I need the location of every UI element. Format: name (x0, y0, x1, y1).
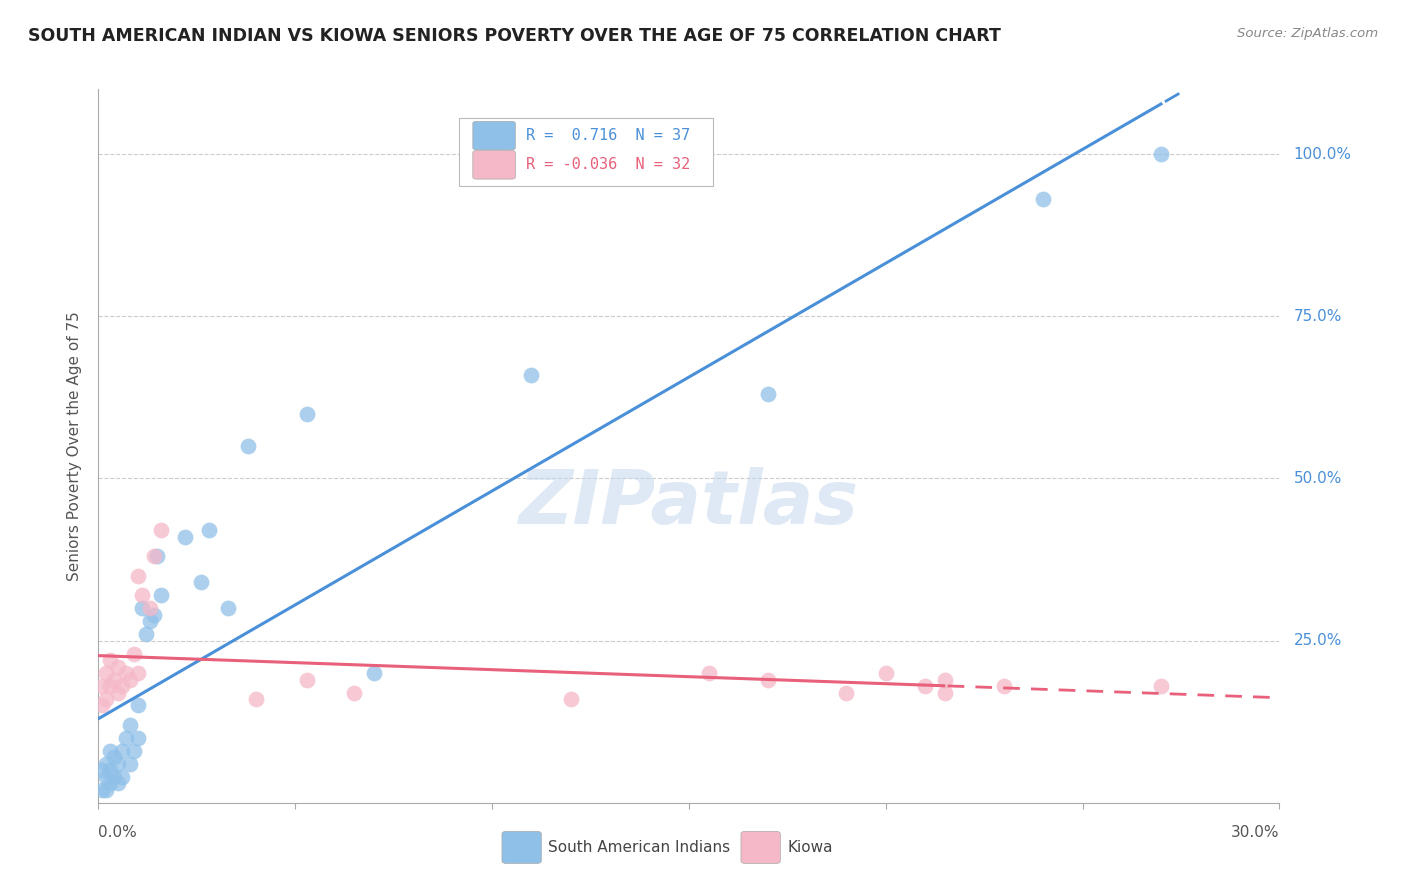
Point (127, 698, 149, 713)
FancyBboxPatch shape (472, 121, 516, 150)
Point (91, 782, 114, 797)
Point (118, 756, 141, 771)
Point (217, 601, 239, 615)
Point (197, 524, 219, 538)
Point (98, 764, 121, 778)
Point (142, 607, 165, 622)
Point (135, 627, 157, 641)
Point (520, 368, 543, 382)
Point (111, 770, 134, 784)
Text: 100.0%: 100.0% (1294, 146, 1351, 161)
Text: Source: ZipAtlas.com: Source: ZipAtlas.com (1237, 27, 1378, 40)
Point (118, 673, 141, 687)
Point (295, 407, 318, 421)
Point (1150, 679, 1173, 693)
Text: South American Indians: South American Indians (548, 840, 731, 855)
Point (756, 387, 779, 401)
Point (111, 744, 134, 758)
Point (98, 679, 121, 693)
Point (138, 614, 160, 628)
Text: 0.0%: 0.0% (98, 825, 138, 840)
Point (96, 756, 118, 771)
Y-axis label: Seniors Poverty Over the Age of 75: Seniors Poverty Over the Age of 75 (67, 311, 83, 581)
Point (107, 756, 129, 771)
Point (98, 776, 121, 790)
Point (91, 764, 114, 778)
Point (697, 666, 720, 681)
Point (107, 659, 129, 673)
Point (118, 718, 141, 732)
Point (363, 666, 385, 681)
Text: 75.0%: 75.0% (1294, 309, 1341, 324)
Point (115, 666, 138, 681)
Text: ZIPatlas: ZIPatlas (519, 467, 859, 540)
Point (122, 647, 145, 661)
Point (127, 568, 149, 582)
Point (756, 673, 779, 687)
Point (98, 744, 121, 758)
Point (131, 588, 153, 602)
Text: R =  0.716  N = 37: R = 0.716 N = 37 (526, 128, 690, 143)
Point (127, 731, 149, 745)
Point (131, 601, 153, 615)
Point (127, 666, 149, 681)
Point (835, 685, 858, 699)
Point (343, 685, 366, 699)
Text: SOUTH AMERICAN INDIAN VS KIOWA SENIORS POVERTY OVER THE AGE OF 75 CORRELATION CH: SOUTH AMERICAN INDIAN VS KIOWA SENIORS P… (28, 27, 1001, 45)
Point (96, 692, 118, 706)
FancyBboxPatch shape (472, 151, 516, 179)
Point (111, 679, 134, 693)
Text: R = -0.036  N = 32: R = -0.036 N = 32 (526, 157, 690, 172)
Point (115, 731, 138, 745)
Point (993, 679, 1015, 693)
Point (1150, 147, 1173, 161)
Point (236, 439, 259, 453)
Point (107, 776, 129, 790)
Point (91, 698, 114, 713)
Point (103, 770, 125, 784)
Point (103, 750, 125, 764)
Text: 30.0%: 30.0% (1232, 825, 1279, 840)
Point (96, 782, 118, 797)
Point (150, 588, 173, 602)
Point (914, 679, 936, 693)
Point (103, 673, 125, 687)
Point (138, 601, 160, 615)
Point (142, 549, 165, 564)
Point (146, 549, 169, 564)
Point (934, 673, 956, 687)
Point (107, 685, 129, 699)
Point (174, 530, 197, 544)
Point (91, 679, 114, 693)
Point (96, 770, 118, 784)
Point (122, 744, 145, 758)
Point (98, 653, 121, 667)
Point (190, 575, 212, 590)
Point (875, 666, 897, 681)
Point (96, 666, 118, 681)
Point (295, 673, 318, 687)
Point (560, 692, 582, 706)
Point (245, 692, 267, 706)
Text: 25.0%: 25.0% (1294, 633, 1341, 648)
Point (934, 685, 956, 699)
Point (150, 524, 173, 538)
Text: Kiowa: Kiowa (787, 840, 832, 855)
FancyBboxPatch shape (458, 118, 713, 186)
Text: 50.0%: 50.0% (1294, 471, 1341, 486)
Point (1032, 193, 1054, 207)
